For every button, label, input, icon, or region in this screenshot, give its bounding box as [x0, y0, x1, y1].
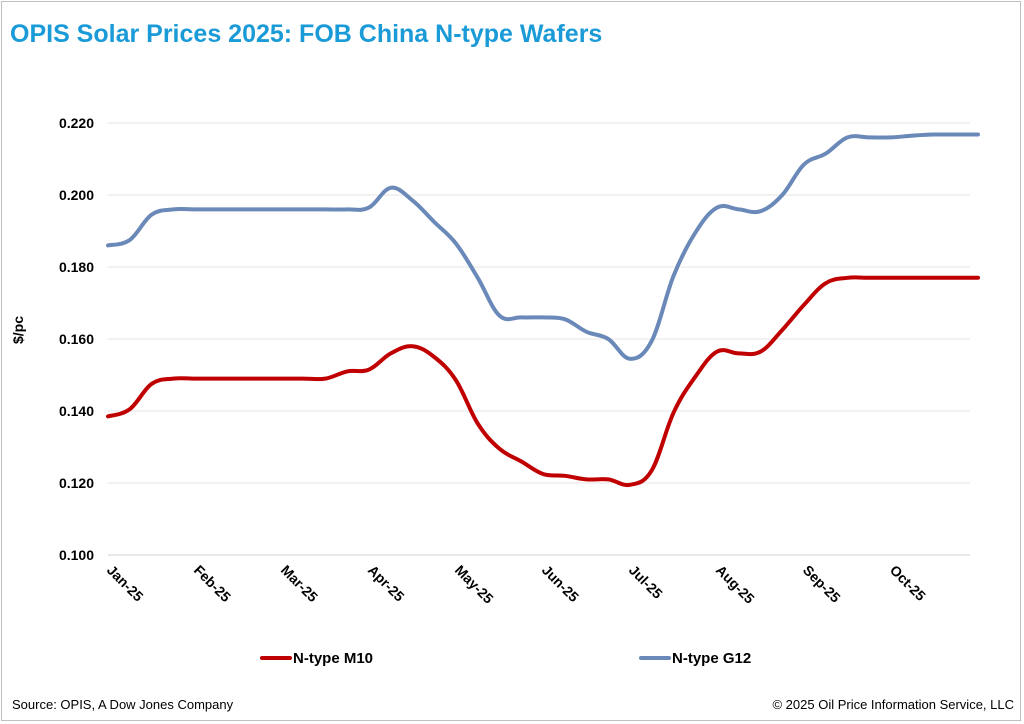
y-tick-label: 0.120 [59, 475, 94, 491]
x-tick-label: Aug-25 [713, 562, 758, 607]
y-tick-label: 0.140 [59, 403, 94, 419]
x-tick-label: Oct-25 [887, 562, 929, 604]
x-tick-label: Feb-25 [191, 562, 234, 605]
gridlines [108, 122, 970, 556]
legend: N-type M10 N-type G12 [260, 650, 751, 667]
x-tick-label: Sep-25 [800, 562, 844, 606]
chart-title: OPIS Solar Prices 2025: FOB China N-type… [10, 20, 603, 48]
series-lines [106, 132, 980, 488]
x-tick-label: Jun-25 [539, 562, 582, 605]
x-tick-label: Jan-25 [104, 562, 147, 605]
series-line-n-type-g12 [106, 132, 980, 361]
y-tick-label: 0.200 [59, 187, 94, 203]
x-tick-label: Mar-25 [278, 562, 321, 605]
y-tick-labels: 0.100 0.120 0.140 0.160 0.180 0.200 0.220 [59, 115, 94, 563]
legend-label: N-type G12 [672, 650, 751, 667]
source-note: Source: OPIS, A Dow Jones Company [12, 697, 234, 712]
y-tick-label: 0.180 [59, 259, 94, 275]
x-tick-label: Jul-25 [626, 562, 666, 602]
y-tick-label: 0.160 [59, 331, 94, 347]
series-line-n-type-m10 [106, 275, 980, 488]
y-tick-label: 0.220 [59, 115, 94, 131]
y-axis-label: $/pc [10, 316, 26, 344]
legend-label: N-type M10 [293, 650, 373, 667]
x-tick-label: Apr-25 [365, 562, 408, 605]
x-tick-label: May-25 [452, 562, 497, 607]
y-tick-label: 0.100 [59, 547, 94, 563]
x-tick-labels: Jan-25 Feb-25 Mar-25 Apr-25 May-25 Jun-25 Jul-… [104, 562, 929, 607]
copyright-note: © 2025 Oil Price Information Service, LL… [772, 697, 1014, 712]
